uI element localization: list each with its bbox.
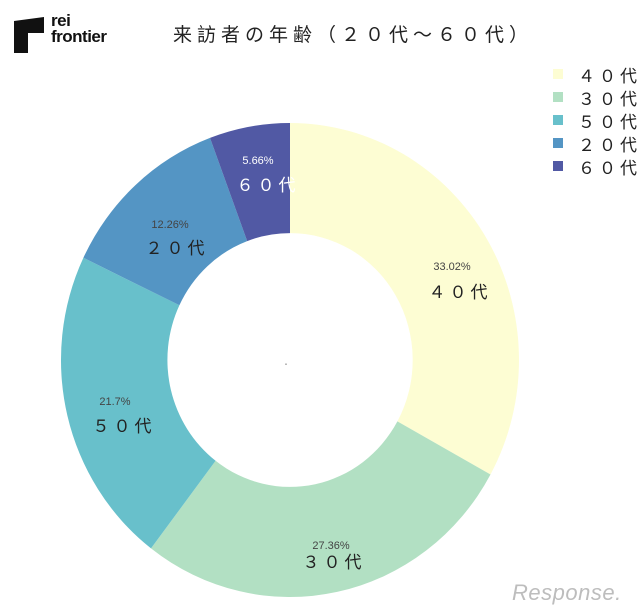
legend-swatch-30s: [553, 92, 563, 102]
legend-item-50s[interactable]: ５０代: [553, 108, 637, 133]
slice-20s-pct: 12.26%: [151, 219, 189, 231]
slice-20s: [83, 137, 248, 306]
slice-50s-pct: 21.7%: [99, 396, 130, 408]
legend-label: ５０代: [578, 113, 640, 133]
legend-swatch-20s: [553, 138, 563, 148]
logo-mark-icon: [14, 17, 44, 53]
legend-label: ２０代: [578, 136, 640, 156]
slice-60s-pct: 5.66%: [242, 155, 273, 167]
chart-legend: ４０代 ３０代 ５０代 ２０代 ６０代: [553, 62, 637, 179]
slice-60s-label: ６０代: [237, 176, 300, 196]
slice-40s-label: ４０代: [429, 283, 492, 303]
legend-item-40s[interactable]: ４０代: [553, 62, 637, 87]
legend-label: ３０代: [578, 90, 640, 110]
response-watermark: Response.: [512, 580, 622, 605]
legend-item-60s[interactable]: ６０代: [553, 154, 637, 179]
slice-60s: [210, 122, 290, 242]
logo-line-2: frontier: [51, 27, 107, 46]
slice-20s-label: ２０代: [146, 239, 209, 259]
legend-swatch-60s: [553, 161, 563, 171]
slice-40s: [290, 122, 519, 475]
legend-label: ４０代: [578, 67, 640, 87]
slice-50s: [60, 257, 216, 549]
logo-line-1: rei: [51, 11, 71, 30]
slice-40s-pct: 33.02%: [433, 261, 471, 273]
legend-swatch-40s: [553, 69, 563, 79]
slice-50s-label: ５０代: [93, 417, 156, 437]
legend-label: ６０代: [578, 159, 640, 179]
slice-30s: [151, 421, 491, 598]
slice-30s-label: ３０代: [303, 553, 366, 573]
legend-item-30s[interactable]: ３０代: [553, 85, 637, 110]
slice-30s-pct: 27.36%: [312, 540, 350, 552]
legend-swatch-50s: [553, 115, 563, 125]
chart-title: 来訪者の年齢（２０代～６０代）: [173, 24, 534, 46]
rei-frontier-logo: rei frontier: [14, 11, 134, 55]
legend-item-20s[interactable]: ２０代: [553, 131, 637, 156]
